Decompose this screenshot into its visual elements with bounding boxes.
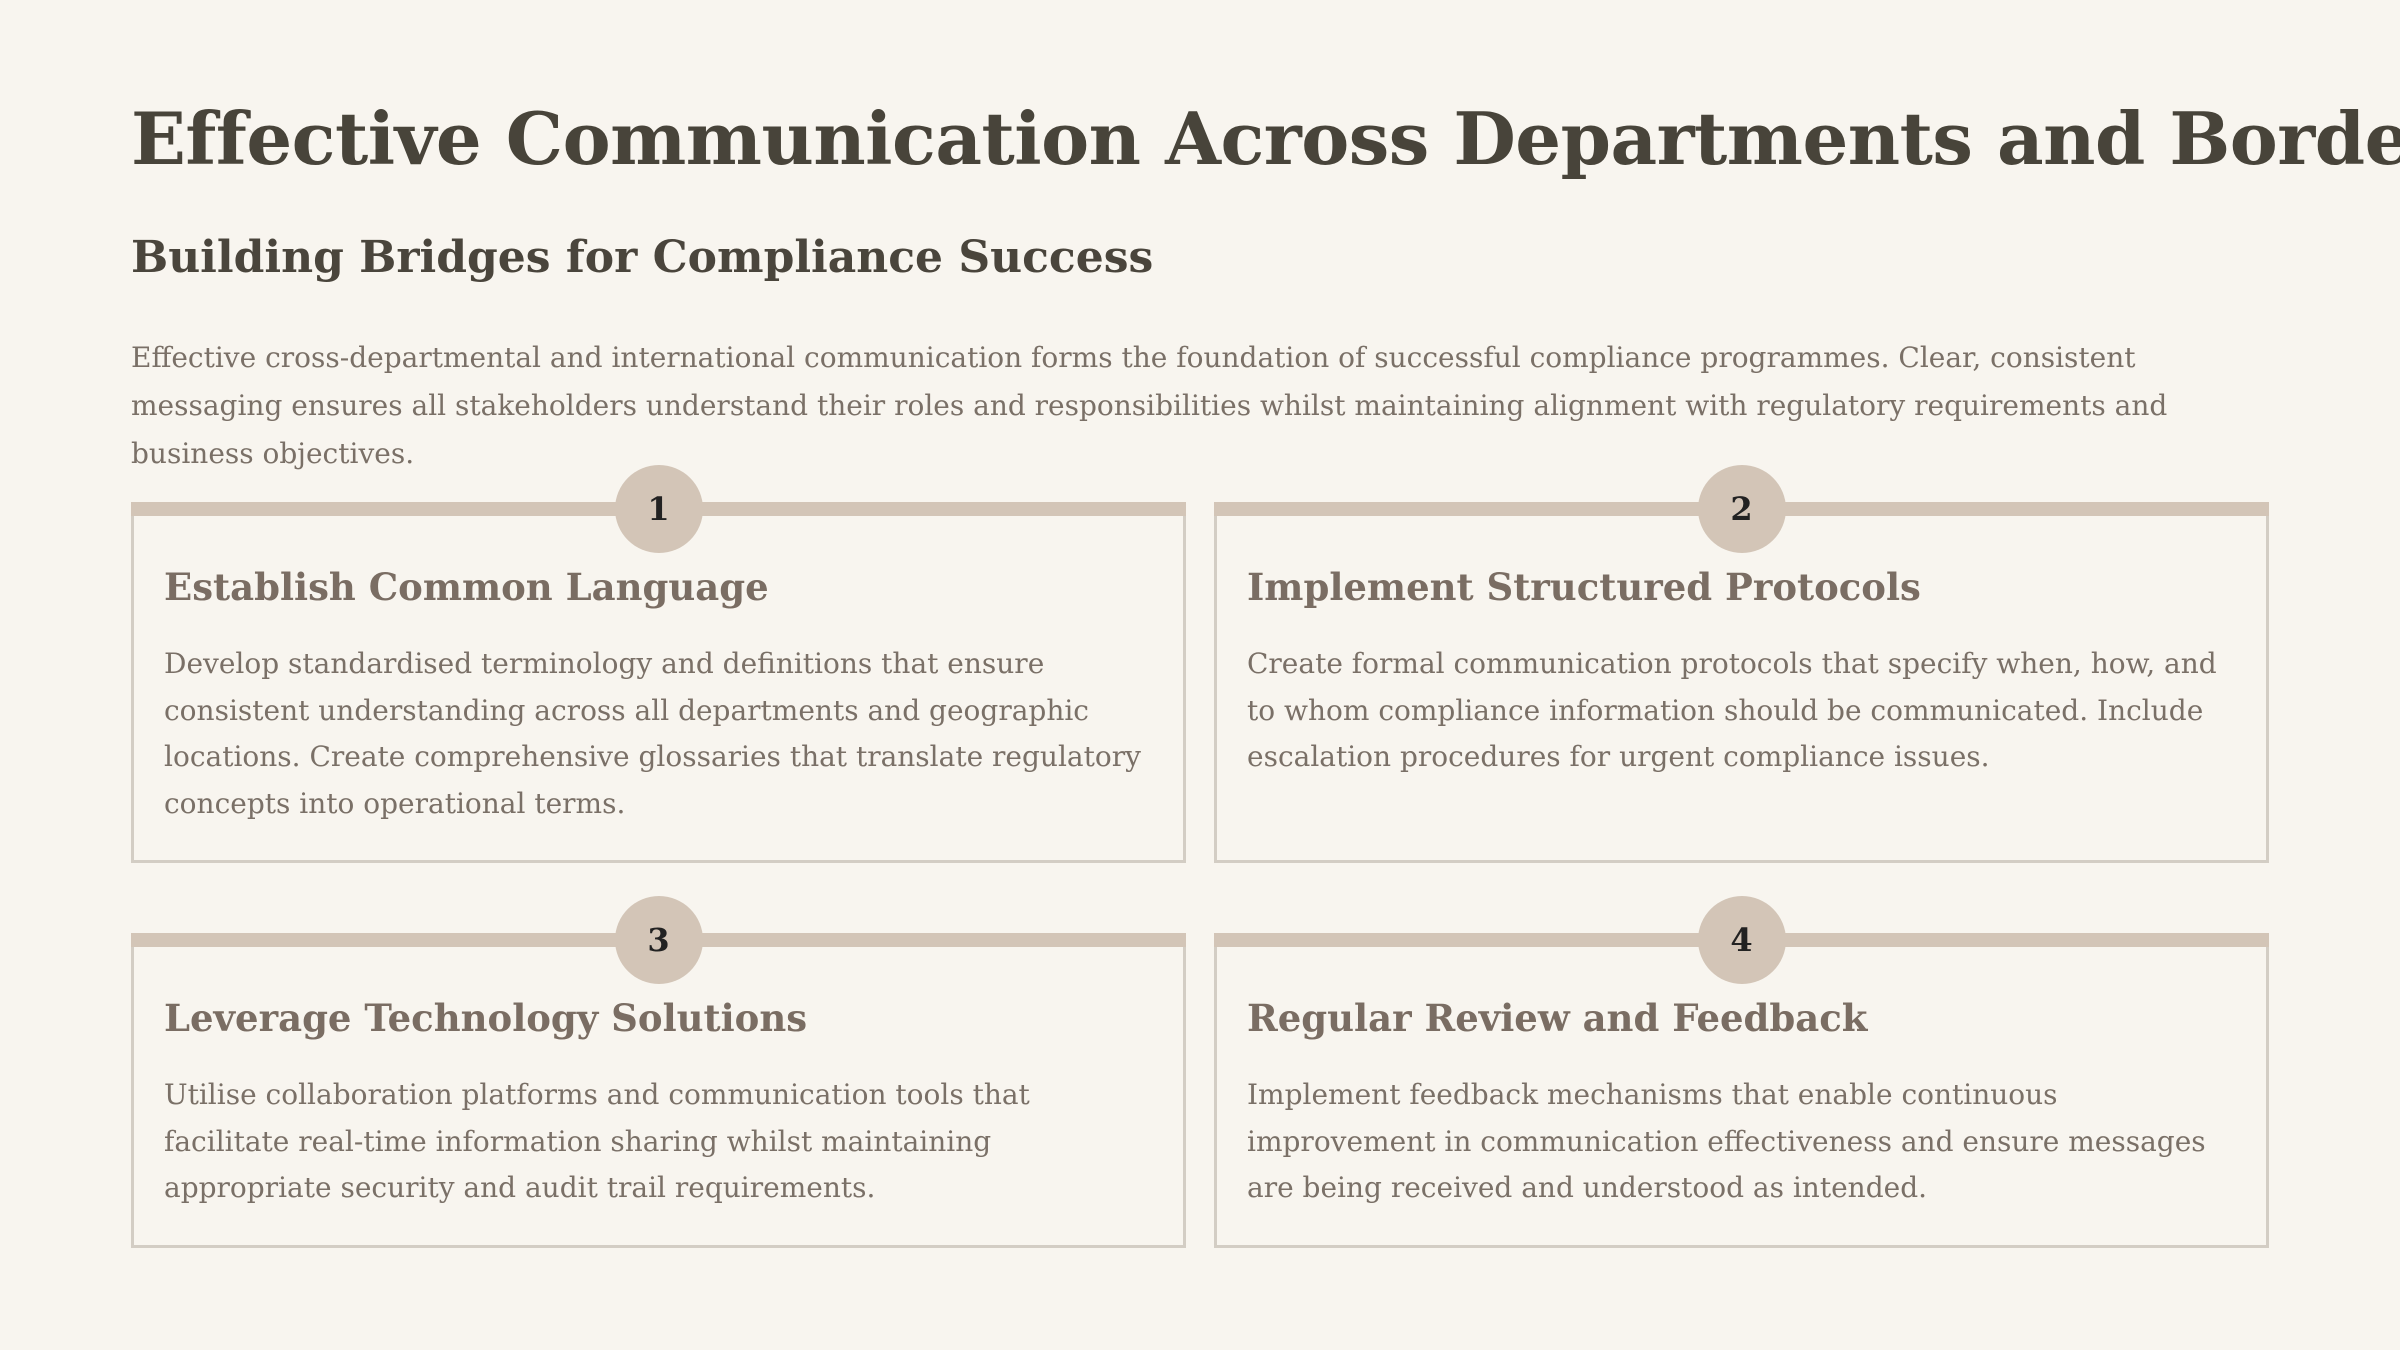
step-card-4: 4 Regular Review and Feedback Implement …: [1214, 896, 2269, 1248]
card-text: Develop standardised terminology and def…: [164, 647, 1141, 820]
step-card-2: 2 Implement Structured Protocols Create …: [1214, 465, 2269, 863]
card-text: Create formal communication protocols th…: [1247, 647, 2217, 773]
page-title: Effective Communication Across Departmen…: [131, 96, 2400, 181]
step-card-1: 1 Establish Common Language Develop stan…: [131, 465, 1186, 863]
card-text: Utilise collaboration platforms and comm…: [164, 1078, 1030, 1204]
slide: Effective Communication Across Departmen…: [131, 0, 2400, 1350]
step-card-3: 3 Leverage Technology Solutions Utilise …: [131, 896, 1186, 1248]
page-subtitle: Building Bridges for Compliance Success: [131, 232, 1154, 283]
step-number-badge: 1: [614, 465, 703, 553]
card-text: Implement feedback mechanisms that enabl…: [1247, 1078, 2206, 1204]
card-title: Leverage Technology Solutions: [164, 996, 808, 1040]
step-number-badge: 3: [614, 896, 703, 984]
card-title: Implement Structured Protocols: [1247, 565, 1921, 609]
step-number-badge: 2: [1697, 465, 1786, 553]
card-title: Establish Common Language: [164, 565, 769, 609]
step-number-badge: 4: [1697, 896, 1786, 984]
intro-paragraph: Effective cross-departmental and interna…: [131, 341, 2168, 470]
card-title: Regular Review and Feedback: [1247, 996, 1868, 1040]
